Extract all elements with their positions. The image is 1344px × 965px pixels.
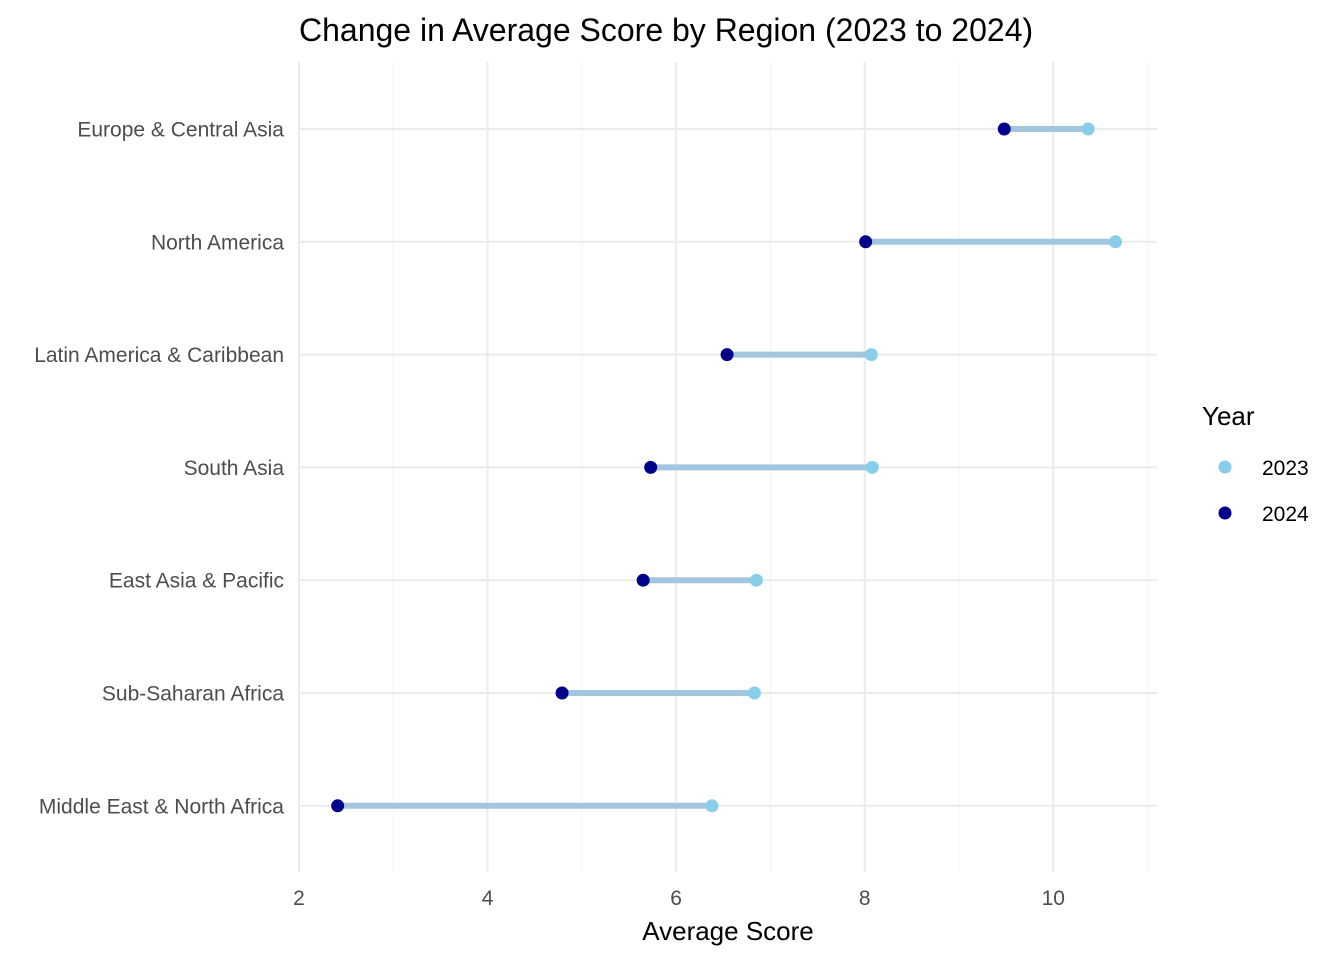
legend-label-2023: 2023 (1262, 457, 1309, 480)
point-2024 (859, 235, 873, 249)
legend-key-2023 (1218, 460, 1232, 474)
point-2024 (555, 686, 569, 700)
point-2023 (705, 799, 719, 813)
y-tick-label: Middle East & North Africa (39, 795, 284, 818)
point-2023 (1109, 235, 1123, 249)
point-2023 (864, 348, 878, 362)
x-tick-label: 6 (670, 887, 682, 910)
x-axis-title: Average Score (642, 916, 814, 946)
point-2024 (720, 348, 734, 362)
point-2023 (747, 686, 761, 700)
legend: Year 2023 2024 (1202, 401, 1309, 526)
legend-key-2024 (1218, 506, 1232, 520)
point-2024 (636, 573, 650, 587)
x-tick-label: 10 (1042, 887, 1065, 910)
legend-entries: 2023 2024 (1218, 457, 1309, 526)
y-tick-label: Europe & Central Asia (77, 119, 284, 142)
point-2024 (644, 460, 658, 474)
point-2024 (331, 799, 345, 813)
y-tick-label: Latin America & Caribbean (34, 344, 284, 367)
x-tick-label: 4 (482, 887, 494, 910)
y-tick-label: South Asia (184, 457, 285, 480)
point-2024 (997, 122, 1011, 136)
axes: Europe & Central Asia North America Latin … (34, 119, 1065, 911)
y-tick-label: East Asia & Pacific (109, 570, 284, 593)
legend-label-2024: 2024 (1262, 503, 1309, 526)
point-2023 (1081, 122, 1095, 136)
point-2023 (865, 460, 879, 474)
x-tick-label: 8 (859, 887, 871, 910)
chart-title: Change in Average Score by Region (2023 … (299, 12, 1033, 48)
point-2023 (749, 573, 763, 587)
y-tick-label: North America (151, 231, 284, 254)
y-tick-label: Sub-Saharan Africa (102, 683, 284, 706)
x-tick-label: 2 (293, 887, 305, 910)
legend-title: Year (1202, 401, 1255, 431)
data-layer (331, 122, 1123, 813)
